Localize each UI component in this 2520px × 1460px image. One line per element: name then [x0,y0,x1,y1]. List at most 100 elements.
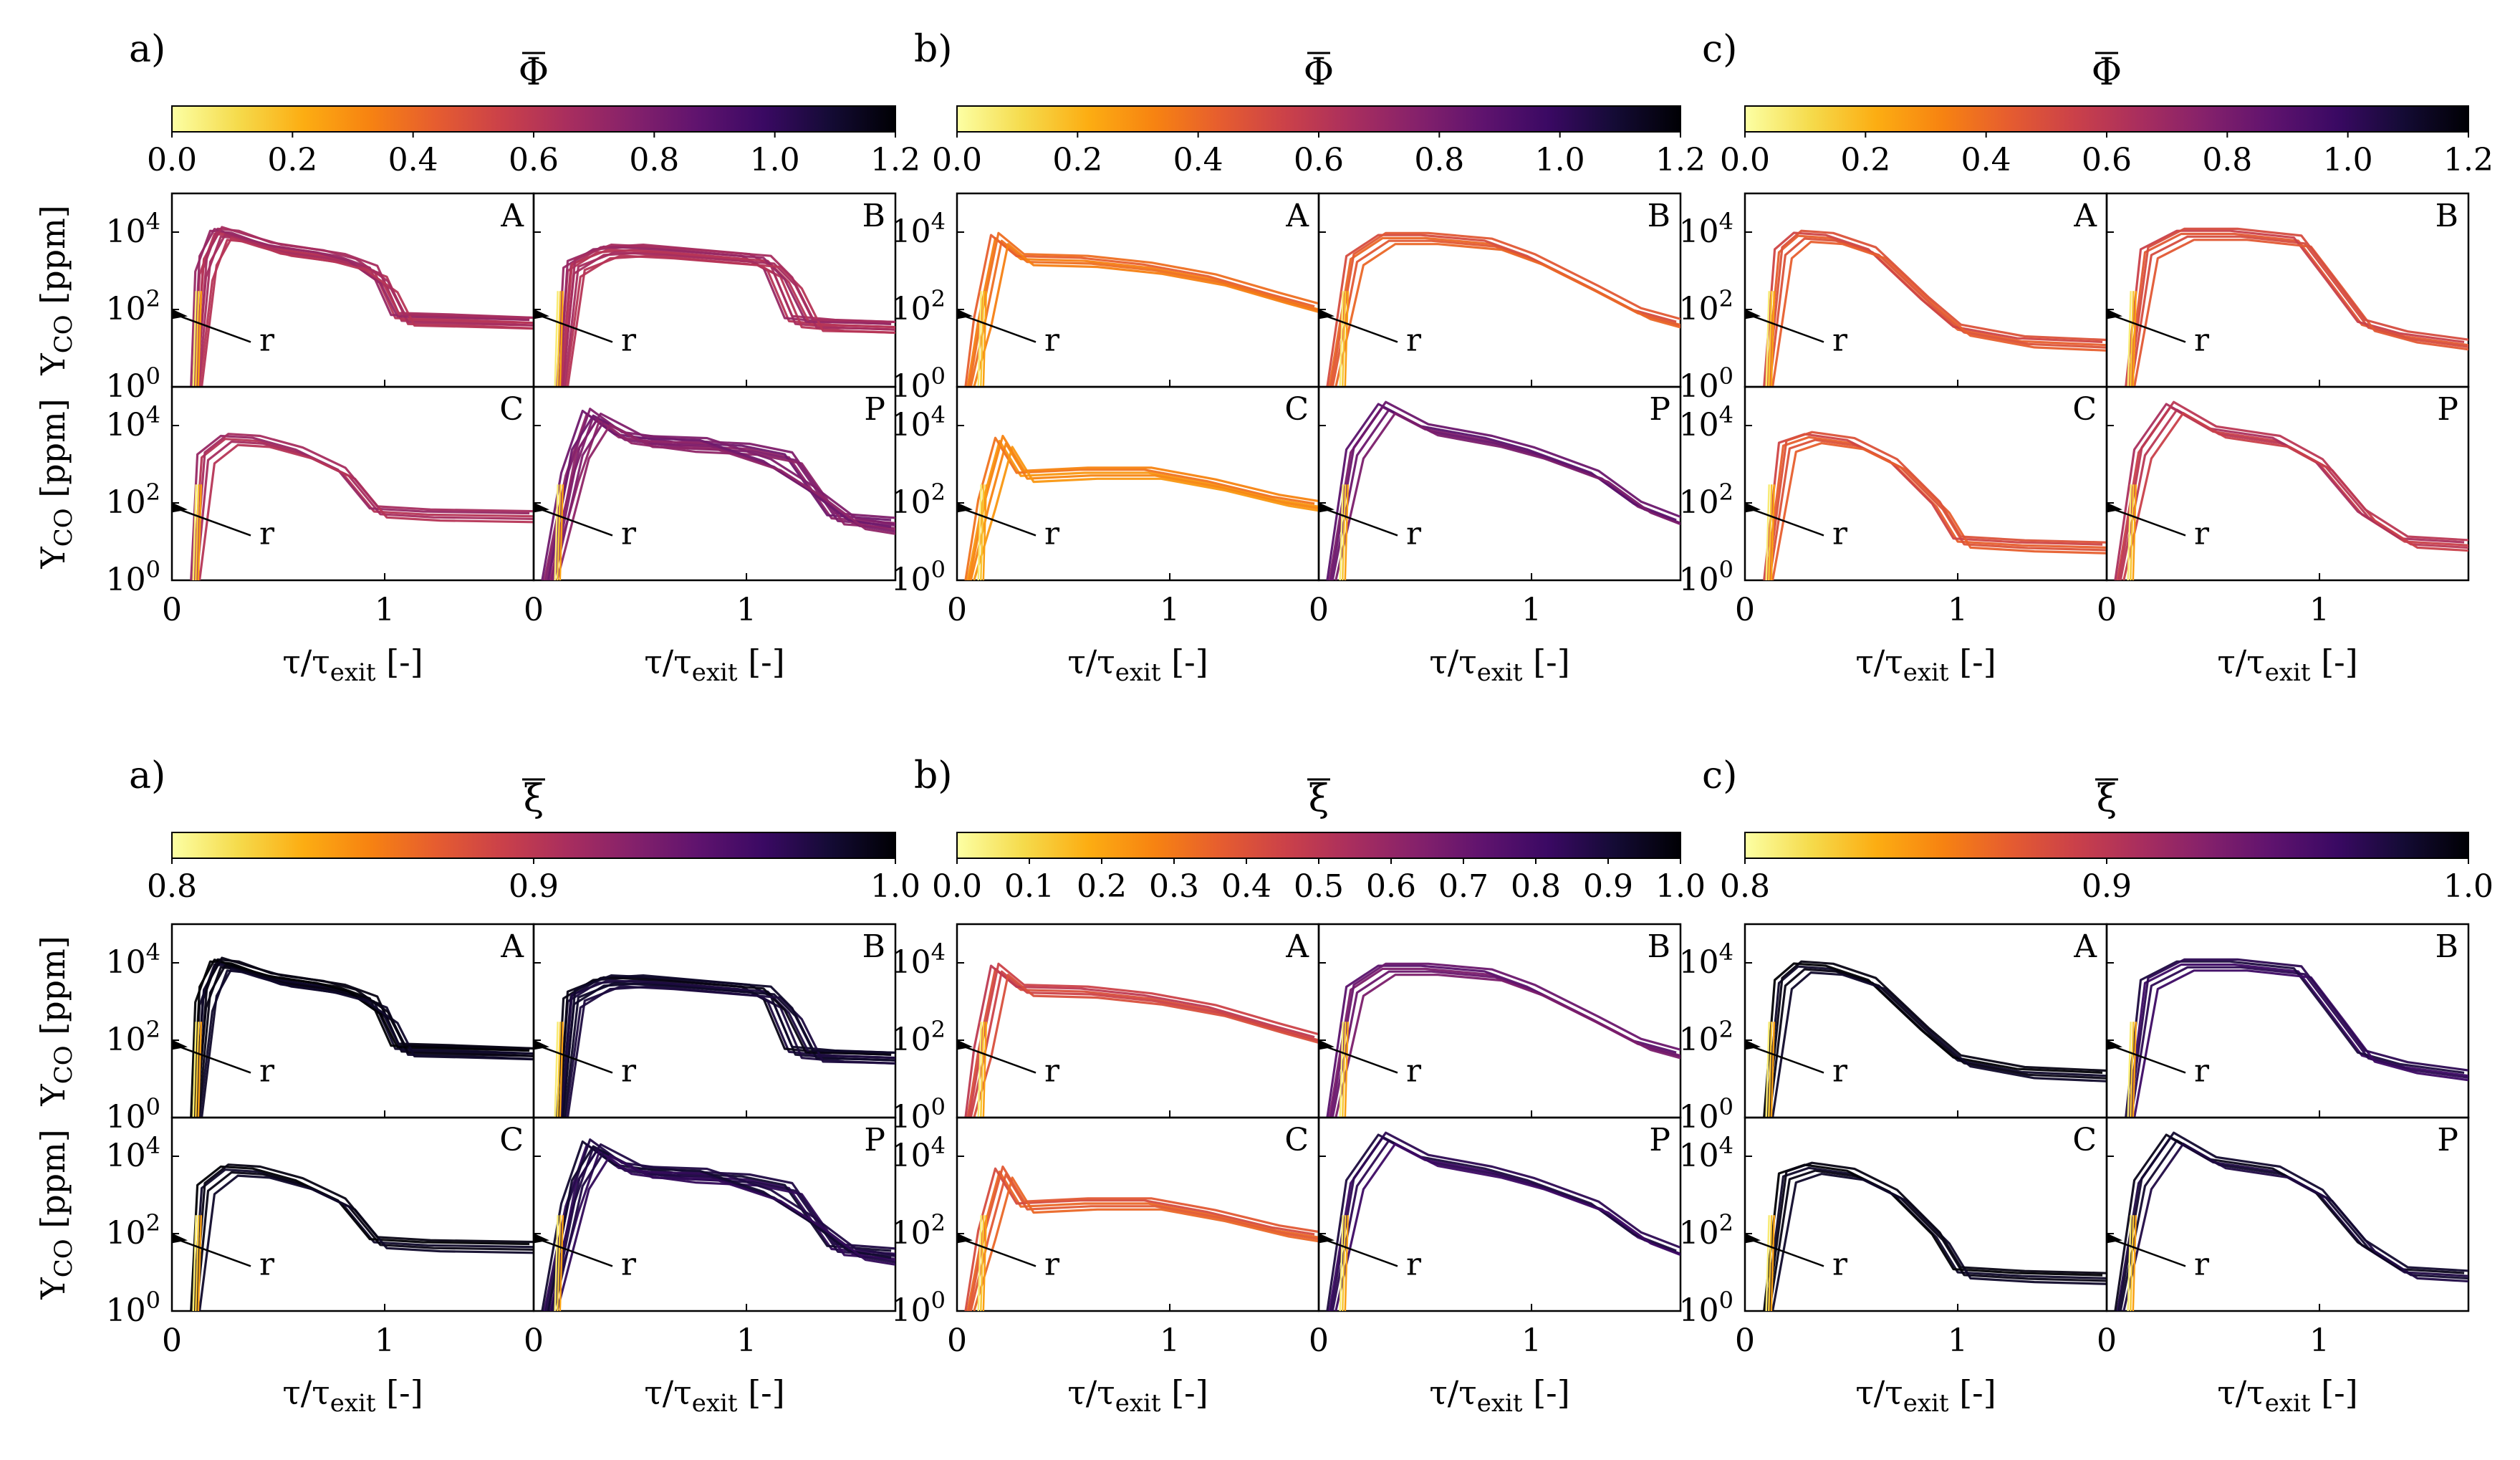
radial-label: r [1044,515,1060,552]
radial-arrow-head [2107,502,2122,513]
radial-arrow-head [957,1233,973,1244]
radial-label: r [2194,1246,2210,1282]
radial-arrow-head [957,1039,973,1050]
series-group [1763,229,2107,387]
x-tick-label: 0 [524,592,544,628]
radial-arrow [1744,506,1824,537]
series-line [195,1022,200,1118]
radial-arrow [533,1236,613,1267]
y-tick-label: 104 [1679,1132,1733,1174]
x-tick-label: 0 [1735,1322,1755,1359]
series-line [1342,291,1347,387]
x-tick-label: 0 [1309,1322,1329,1359]
radial-arrow [1744,1236,1824,1267]
colorbar-tick-label: 0.9 [509,868,559,905]
series-line [1339,1022,1344,1118]
series-line [2130,235,2468,387]
panel-c-P: r P 0 1 τ/τexit [-] [2097,1116,2470,1418]
series-line [1328,967,1680,1118]
x-axis-label: τ/τexit [-] [1855,1373,1996,1418]
x-axis-label: τ/τexit [-] [1855,643,1996,687]
series-group [1326,962,1680,1118]
x-tick-label: 0 [162,1322,182,1359]
colorbar-tick-label: 0.6 [2082,142,2132,178]
series-line [2128,958,2468,1118]
series-line [192,1022,197,1118]
x-tick-label: 0 [1309,592,1329,628]
panel-a-C: r C 100 102 104 0 1 τ/τexit [-] [106,1116,535,1418]
panel-frame [532,385,897,582]
series-line [557,484,562,580]
radial-arrow-head [1745,502,1761,513]
panel-c-A: r A 100 102 104 [1679,192,2108,405]
series-line [1331,970,1680,1118]
radial-label: r [1832,1246,1848,1282]
y-tick-label: 100 [891,1287,946,1329]
subfigure-letter: c) [1702,28,1737,71]
series-line [966,967,1319,1118]
series-group [964,1165,1319,1311]
series-line [1766,1161,2107,1311]
panel-c-P: r P 0 1 τ/τexit [-] [2097,385,2470,687]
y-tick-label: 100 [106,362,160,405]
panel-frame [2105,192,2470,388]
series-line [2119,1139,2468,1311]
panel-frame [956,192,1320,388]
series-line [1770,291,1776,387]
panel-a-P: r P 0 1 τ/τexit [-] [524,385,897,687]
panel-frame [170,192,535,388]
series-line [1766,960,2107,1118]
series-line [554,1215,559,1311]
panel-b-A: r A 100 102 104 [891,923,1320,1135]
panel-b-B: rB [1317,192,1682,388]
colorbar-title: ξ [524,777,544,820]
series-line [197,964,534,1118]
panel-c-B: rB [2105,923,2470,1119]
subfigure-letter: b) [914,28,953,71]
series-line [192,484,197,580]
series-line [559,291,564,387]
colorbar-tick-label: 1.0 [2443,868,2493,905]
panel-label: A [1285,198,1309,234]
y-tick-label: 100 [1679,556,1733,598]
radial-label: r [259,1246,275,1282]
radial-arrow-head [1745,309,1761,320]
series-line [562,974,895,1118]
series-line [982,484,988,580]
series-line [2132,1215,2137,1311]
radial-arrow [956,506,1037,537]
colorbar-tick-label: 1.2 [870,142,920,178]
panel-a-B: rB [532,192,897,388]
panel-label: C [499,1122,524,1158]
radial-arrow-head [1319,1039,1334,1050]
panel-frame [956,923,1320,1119]
x-tick-label: 1 [375,592,395,628]
panel-frame [532,923,897,1119]
x-tick-label: 0 [162,592,182,628]
series-line [559,1022,564,1118]
radial-arrow-head [534,1039,549,1050]
series-line [1344,291,1350,387]
radial-arrow [171,1043,251,1074]
radial-arrow-head [534,309,549,320]
colorbar-tick-label: 1.2 [2443,142,2493,178]
subfigure-letter: c) [1702,754,1737,797]
y-tick-label: 100 [106,556,160,598]
series-line [973,974,1319,1118]
series-group [2114,1131,2468,1311]
series-line [559,974,895,1118]
radial-arrow [2106,506,2186,537]
radial-arrow [956,1043,1037,1074]
radial-arrow [171,312,251,343]
colorbar-tick-label: 0.1 [1004,868,1054,905]
colorbar-tick-label: 1.0 [1655,868,1706,905]
x-axis-label: τ/τexit [-] [1067,1373,1208,1418]
series-group [1326,400,1680,580]
series-line [1329,1131,1680,1311]
panel-label: A [2073,198,2097,234]
panel-label: B [2435,198,2458,234]
radial-arrow-head [534,1233,549,1244]
series-group [1763,431,2107,580]
panel-frame [2105,923,2470,1119]
subfigure-letter: a) [129,754,165,797]
